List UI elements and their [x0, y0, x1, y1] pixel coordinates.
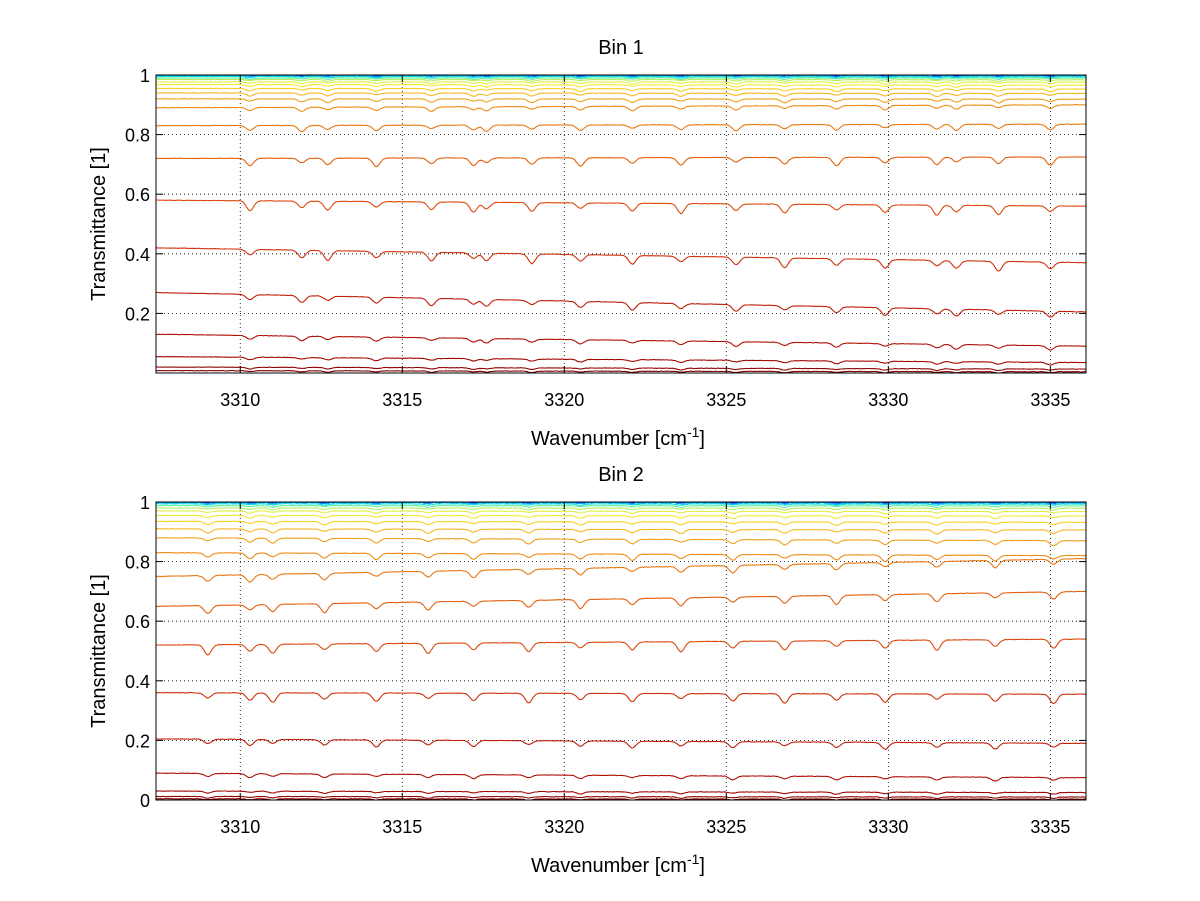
series-line [156, 98, 1086, 104]
x-tick-label: 3320 [544, 817, 584, 837]
y-tick-labels: 0.2 0.4 0.6 0.8 1 [125, 66, 150, 324]
x-tick-label: 3335 [1030, 390, 1070, 410]
y-tick-label: 0.6 [125, 185, 150, 205]
x-tick-label: 3335 [1030, 817, 1070, 837]
x-tick-label: 3310 [220, 390, 260, 410]
series-line [156, 92, 1086, 98]
x-axis-label-superscript: -1 [687, 424, 700, 440]
series-line [156, 199, 1086, 216]
series-line [156, 83, 1086, 88]
series-line [156, 75, 1086, 79]
chart-title: Bin 1 [598, 37, 644, 59]
x-axis-label: Wavenumber [cm-1] [531, 424, 705, 450]
tick-marks [156, 501, 1086, 801]
panel-bin-1: Bin 1 3310 3315 3320 3325 3330 3335 0.2 0.4 0.6… [88, 37, 1087, 450]
series-line [156, 738, 1086, 751]
series-line [156, 551, 1086, 563]
x-tick-label: 3315 [382, 817, 422, 837]
series-line [156, 503, 1086, 507]
y-tick-labels: 0 0.2 0.4 0.6 0.8 1 [125, 493, 150, 811]
y-tick-label: 0.2 [125, 304, 150, 324]
x-tick-labels: 3310 3315 3320 3325 3330 3335 [220, 817, 1070, 837]
series-line [156, 790, 1086, 795]
plot-area [156, 502, 1086, 800]
series-line [156, 355, 1086, 366]
axes-frame [155, 74, 1087, 374]
series-line [156, 78, 1086, 83]
tick-marks [156, 74, 1086, 373]
series-line [156, 772, 1086, 782]
x-tick-label: 3330 [868, 390, 908, 410]
series-layer [156, 75, 1086, 373]
series-line [156, 520, 1086, 526]
series-layer [156, 502, 1086, 800]
y-tick-label: 1 [140, 493, 150, 513]
series-line [156, 156, 1086, 168]
x-axis-label-main: Wavenumber [cm [531, 428, 687, 450]
axes-frame [155, 501, 1087, 801]
x-axis-label-superscript: -1 [687, 851, 700, 867]
x-tick-label: 3330 [868, 817, 908, 837]
chart-title: Bin 2 [598, 464, 644, 486]
series-line [156, 798, 1086, 800]
series-line [156, 638, 1086, 656]
series-line [156, 537, 1086, 547]
panel-bin-2: Bin 2 3310 3315 3320 3325 3330 3335 0 0.2 0.4 0.… [88, 464, 1087, 877]
grid [156, 501, 1086, 801]
y-tick-label: 0.8 [125, 553, 150, 573]
series-line [156, 502, 1086, 506]
series-line [156, 510, 1086, 515]
series-line [156, 104, 1086, 112]
y-axis-label: Transmittance [1] [88, 574, 110, 728]
y-tick-label: 0.2 [125, 731, 150, 751]
x-tick-label: 3325 [706, 817, 746, 837]
y-tick-label: 1 [140, 66, 150, 86]
x-axis-label: Wavenumber [cm-1] [531, 851, 705, 877]
series-line [156, 590, 1086, 614]
x-tick-labels: 3310 3315 3320 3325 3330 3335 [220, 390, 1070, 410]
x-tick-label: 3315 [382, 390, 422, 410]
series-line [156, 369, 1086, 373]
series-line [156, 366, 1086, 372]
series-line [156, 528, 1086, 535]
y-tick-label: 0.4 [125, 672, 150, 692]
series-line [156, 504, 1086, 509]
grid [156, 74, 1086, 373]
series-line [156, 557, 1086, 583]
series-line [156, 247, 1086, 272]
series-line [156, 81, 1086, 85]
series-line [156, 291, 1086, 318]
x-axis-label-suffix: ] [699, 428, 705, 450]
series-line [156, 514, 1086, 520]
series-line [156, 123, 1086, 132]
x-axis-label-main: Wavenumber [cm [531, 855, 687, 877]
y-axis-label: Transmittance [1] [88, 147, 110, 301]
series-line [156, 691, 1086, 704]
y-tick-label: 0.4 [125, 245, 150, 265]
y-tick-label: 0.8 [125, 126, 150, 146]
y-tick-label: 0 [140, 791, 150, 811]
series-line [156, 333, 1086, 351]
series-line [156, 795, 1086, 800]
x-tick-label: 3325 [706, 390, 746, 410]
x-tick-label: 3310 [220, 817, 260, 837]
x-axis-label-suffix: ] [699, 855, 705, 877]
x-tick-label: 3320 [544, 390, 584, 410]
plot-area [156, 75, 1086, 373]
series-line [156, 87, 1086, 93]
series-line [156, 507, 1086, 511]
series-line [156, 77, 1086, 81]
y-tick-label: 0.6 [125, 612, 150, 632]
